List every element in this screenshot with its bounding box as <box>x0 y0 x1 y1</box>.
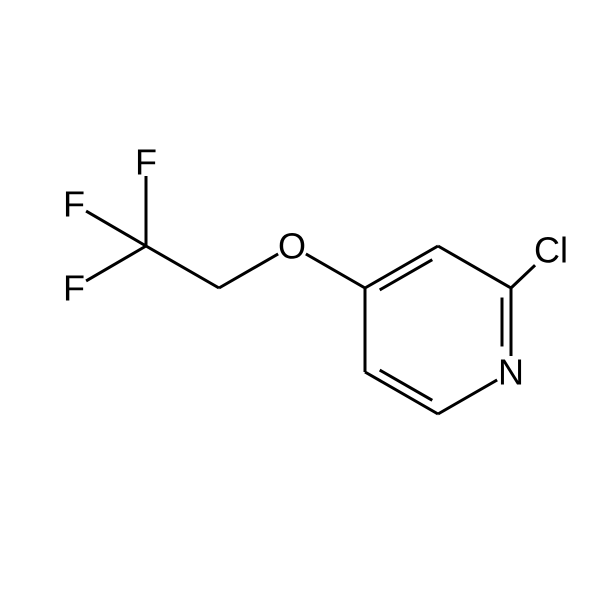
bond <box>365 246 438 288</box>
bond <box>511 265 535 288</box>
atom-label-n: N <box>498 352 524 393</box>
label-layer: F F F O Cl N <box>63 142 568 393</box>
bond <box>146 246 219 288</box>
bond <box>86 211 146 246</box>
bond <box>306 254 365 288</box>
bond <box>219 254 278 288</box>
bond-layer <box>86 176 535 414</box>
bond <box>438 380 497 414</box>
atom-label-f: F <box>135 142 157 183</box>
atom-label-f: F <box>63 268 85 309</box>
bond <box>365 372 438 414</box>
molecule-canvas: F F F O Cl N <box>0 0 600 600</box>
bond <box>86 246 146 281</box>
atom-label-o: O <box>278 226 306 267</box>
bond <box>438 246 511 288</box>
atom-label-f: F <box>63 184 85 225</box>
atom-label-cl: Cl <box>534 230 568 271</box>
